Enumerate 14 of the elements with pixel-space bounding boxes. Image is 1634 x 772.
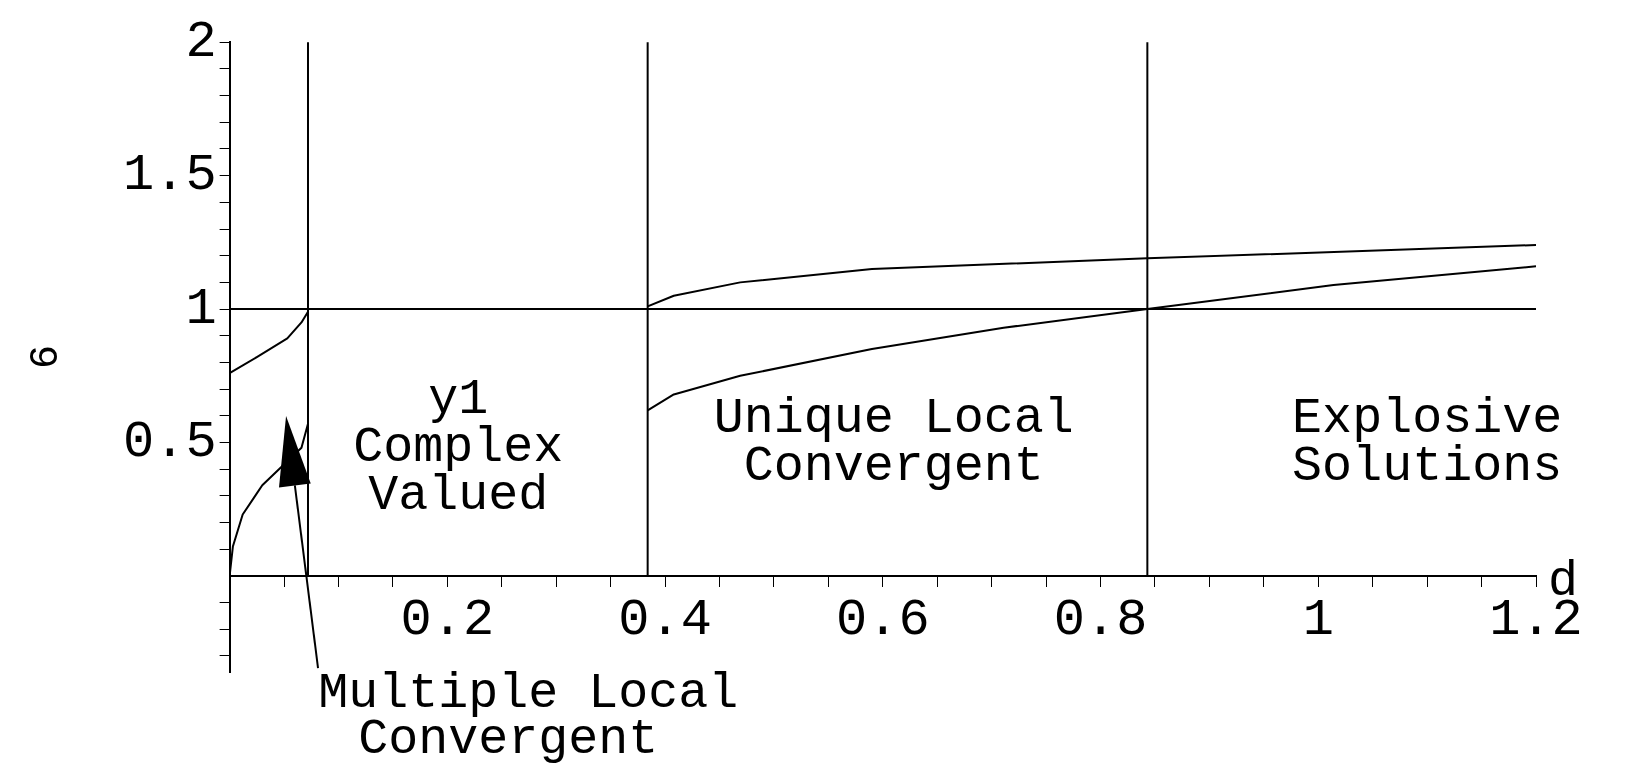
x-tick-label: 0.2 bbox=[400, 590, 495, 650]
x-tick-label: 0.4 bbox=[618, 590, 712, 650]
y-tick-label: 1 bbox=[185, 279, 217, 339]
y-axis-title: 6 bbox=[23, 345, 69, 370]
y-tick-label: 0.5 bbox=[122, 413, 217, 473]
annotation: Multiple Local Convergent bbox=[318, 665, 739, 769]
x-tick-label: 0.8 bbox=[1053, 590, 1148, 650]
x-tick-label: 0.6 bbox=[836, 590, 930, 650]
annotation: y1 Complex Valued bbox=[353, 371, 564, 525]
annotation: Explosive Solutions bbox=[1292, 389, 1563, 495]
x-tick-label: 1 bbox=[1302, 590, 1334, 650]
y-tick-label: 1.5 bbox=[122, 146, 217, 206]
y-tick-label: 2 bbox=[185, 12, 217, 72]
annotation: Unique Local Convergent bbox=[713, 389, 1074, 495]
